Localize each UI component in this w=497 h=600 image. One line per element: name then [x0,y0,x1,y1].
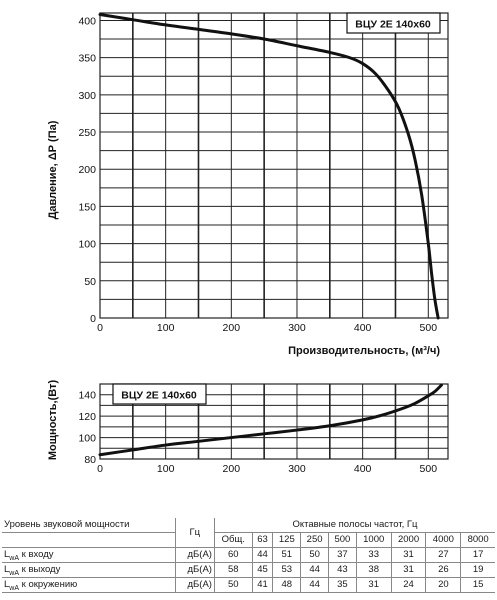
noise-table-column-header: 8000 [460,532,495,548]
pressure-y-label: Давление, ΔР (Па) [47,120,59,219]
noise-table-columns-row: Общ. 63 125 250 500 1000 2000 4000 8000 [2,532,495,548]
noise-table-cell: 31 [390,547,427,563]
pressure-curve [98,12,440,320]
x-tick-label: 100 [157,463,175,475]
power-legend-box: ВЦУ 2Е 140х60 [112,383,207,405]
noise-table-cell: 27 [425,547,462,563]
plot-frame [99,12,449,319]
y-tick-label: 300 [78,90,96,102]
noise-table-column-header: 4000 [425,532,462,548]
y-tick-label: 50 [84,276,96,288]
noise-table-column-header: 63 [251,532,274,548]
noise-table-cell: 43 [328,562,357,578]
noise-table-cell: 60 [213,547,253,563]
x-tick-label: 100 [157,322,175,334]
x-tick-label: 200 [223,463,241,475]
noise-table-row-label: LwA к входу [2,547,176,563]
noise-table-cell: 31 [355,577,392,593]
noise-table-cell: 44 [300,562,329,578]
noise-table-row: LwA к окружению дБ(А) 50 41 48 44 35 31 24 20 15 [2,577,495,593]
noise-table-cell: 50 [213,577,253,593]
noise-table-cell: 48 [272,577,302,593]
noise-table-row-label: LwA к выходу [2,562,176,578]
noise-table-title: Уровень звуковой мощности [2,518,176,533]
noise-table-column-header: 2000 [390,532,427,548]
noise-table-cell: 50 [300,547,329,563]
x-tick-label: 400 [354,463,372,475]
noise-table-cell: 24 [390,577,427,593]
noise-table-unit: дБ(А) [174,562,215,578]
noise-table-cell: 31 [390,562,427,578]
y-tick-label: 350 [78,53,96,65]
noise-table-cell: 38 [355,562,392,578]
noise-table-cell: 17 [460,547,495,563]
noise-table-row: LwA к выходу дБ(А) 58 45 53 44 43 38 31 26 19 [2,562,495,578]
noise-table-cell: 37 [328,547,357,563]
noise-table-cell: 45 [251,562,274,578]
noise-table-column-header: 250 [300,532,329,548]
noise-table-row-label: LwA к окружению [2,577,176,593]
power-curve [98,383,443,457]
pressure-grid [99,12,449,319]
y-tick-label: 0 [90,313,96,325]
noise-table-column-header: 500 [328,532,357,548]
plot-frame [99,383,449,460]
noise-table-octave-header: Октавные полосы частот, Гц [213,518,495,533]
x-tick-label: 500 [420,463,438,475]
y-tick-label: 200 [78,164,96,176]
y-tick-label: 140 [78,390,96,402]
noise-table-column-header: 1000 [355,532,392,548]
noise-table: Уровень звуковой мощности Гц Октавные по… [2,518,495,593]
pressure-legend-box: ВЦУ 2Е 140х60 [346,12,441,34]
noise-table-cell: 41 [251,577,274,593]
y-tick-label: 250 [78,127,96,139]
y-tick-label: 100 [78,433,96,445]
charts-canvas: 0 50 100 150 200 250 300 350 400 0 100 200 300 400 500… [47,12,449,475]
x-tick-label: 500 [420,322,438,334]
noise-table-cell: 15 [460,577,495,593]
noise-table-cell: 44 [300,577,329,593]
noise-table-column-header: Общ. [213,532,253,548]
noise-table-cell: 53 [272,562,302,578]
pressure-tick-labels: 0 50 100 150 200 250 300 350 400 0 100 200 300 400 500 [78,15,437,334]
power-chart: 80 100 120 140 0 100 200 300 400 500 ВЦУ 2Е 140х6… [47,380,449,475]
y-tick-label: 400 [78,15,96,27]
noise-table-cell: 33 [355,547,392,563]
noise-table-cell: 20 [425,577,462,593]
power-tick-labels: 80 100 120 140 0 100 200 300 400 500 [78,390,437,475]
noise-table-body: LwA к входу дБ(А) 60 44 51 50 37 33 31 27 17 LwA к … [2,547,495,593]
noise-table-row: LwA к входу дБ(А) 60 44 51 50 37 33 31 27 17 [2,547,495,563]
noise-table-unit: дБ(А) [174,547,215,563]
y-tick-label: 80 [84,454,96,466]
x-tick-label: 300 [288,463,306,475]
x-tick-label: 0 [97,322,103,334]
noise-table-cell: 19 [460,562,495,578]
y-tick-label: 120 [78,411,96,423]
noise-table-cell: 35 [328,577,357,593]
pressure-x-label: Производительность, (м³/ч) [288,345,440,357]
x-tick-label: 300 [288,322,306,334]
noise-table-cell: 51 [272,547,302,563]
power-legend-label: ВЦУ 2Е 140х60 [121,390,197,402]
power-grid [99,383,449,460]
noise-table-column-header: 125 [272,532,302,548]
noise-table-unit: дБ(А) [174,577,215,593]
noise-table-unit-header: Гц [174,518,215,548]
noise-table-cell: 26 [425,562,462,578]
noise-table-cell: 58 [213,562,253,578]
noise-table-empty-cell [2,532,176,548]
pressure-chart: 0 50 100 150 200 250 300 350 400 0 100 200 300 400 500… [47,12,449,357]
noise-table-header-row: Уровень звуковой мощности Гц Октавные по… [2,518,495,548]
x-tick-label: 400 [354,322,372,334]
x-tick-label: 0 [97,463,103,475]
y-tick-label: 100 [78,239,96,251]
power-y-label: Мощность,(Вт) [47,380,59,461]
noise-table-cell: 44 [251,547,274,563]
pressure-legend-label: ВЦУ 2Е 140х60 [355,19,431,31]
y-tick-label: 150 [78,201,96,213]
x-tick-label: 200 [223,322,241,334]
